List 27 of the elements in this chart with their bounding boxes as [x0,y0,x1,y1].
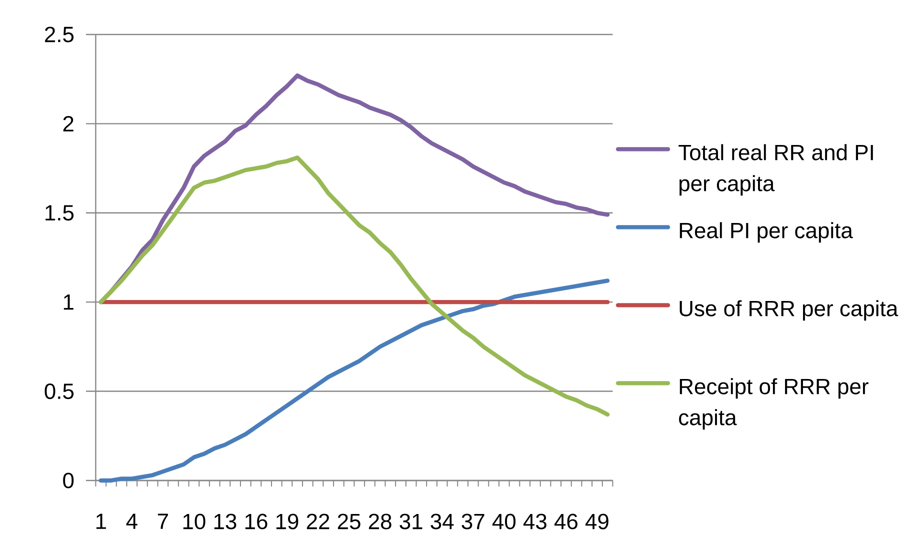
x-tick-label: 1 [96,514,106,529]
y-tick-label: 1.5 [46,205,74,221]
x-tick-label: 13 [214,514,236,530]
x-tick-label: 16 [245,514,268,530]
x-tick-label: 43 [523,514,546,530]
x-tick-label: 22 [306,514,330,530]
legend-label: Receipt of RRR per capita [679,378,868,430]
y-tick-label: 2.5 [45,26,74,42]
x-tick-label: 46 [554,514,578,530]
x-tick-label: 31 [400,514,422,530]
x-tick-label: 19 [276,514,298,530]
legend-label: Use of RRR per capita [680,300,898,321]
y-tick-label: 1 [64,294,74,310]
x-tick-label: 49 [585,514,608,530]
x-tick-label: 10 [183,514,206,530]
x-tick-label: 34 [430,514,454,530]
x-tick-label: 37 [462,514,484,530]
x-tick-label: 25 [338,514,360,530]
y-tick-label: 0 [63,472,74,488]
y-tick-label: 0.5 [44,383,74,400]
x-tick-label: 40 [492,514,516,530]
x-tick-label: 7 [158,514,168,529]
legend-label: Total real RR and PI per capita [678,144,873,196]
x-tick-label: 4 [126,514,138,529]
x-tick-label: 28 [368,514,392,530]
y-tick-label: 2 [63,116,74,132]
legend-label: Real PI per capita [680,222,853,243]
